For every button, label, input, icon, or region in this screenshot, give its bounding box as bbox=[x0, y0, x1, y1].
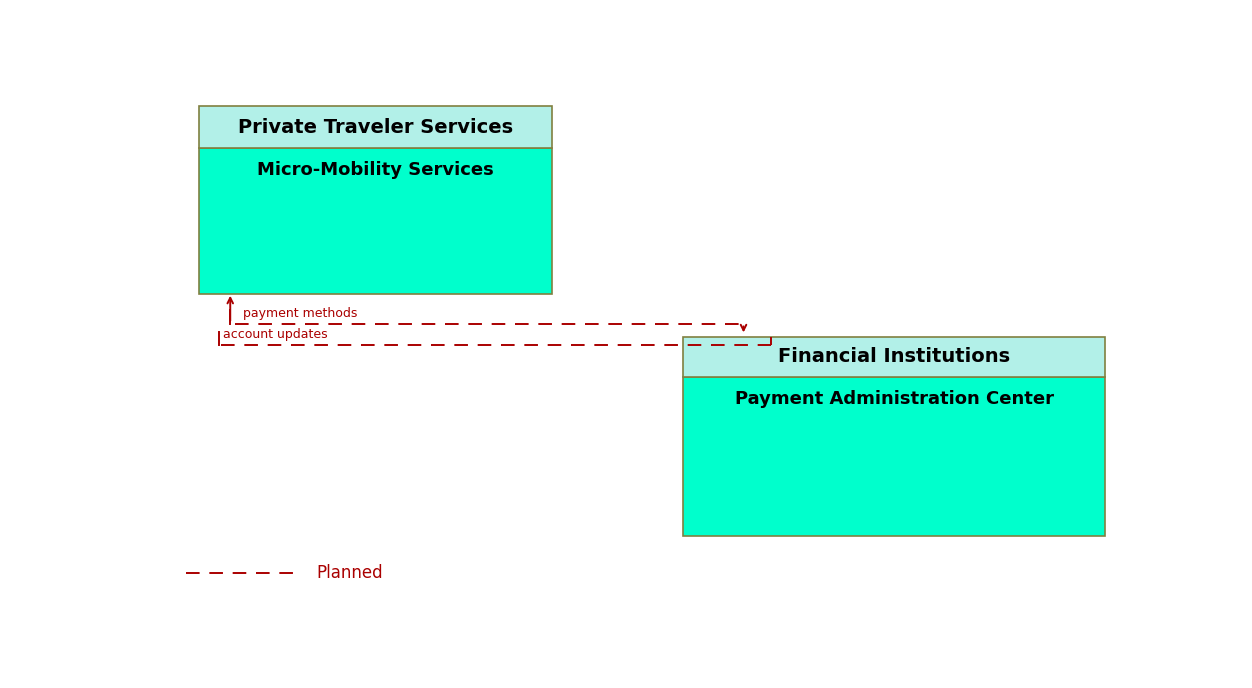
Text: Payment Administration Center: Payment Administration Center bbox=[735, 390, 1054, 408]
Text: payment methods: payment methods bbox=[243, 307, 357, 320]
Text: Financial Institutions: Financial Institutions bbox=[779, 347, 1010, 366]
Bar bbox=[684, 337, 1106, 376]
Text: account updates: account updates bbox=[223, 328, 328, 341]
Text: Private Traveler Services: Private Traveler Services bbox=[238, 118, 513, 137]
Text: Planned: Planned bbox=[317, 563, 383, 581]
Text: Micro-Mobility Services: Micro-Mobility Services bbox=[258, 161, 495, 179]
Bar bbox=[199, 148, 552, 294]
Bar bbox=[684, 376, 1106, 535]
Bar bbox=[199, 107, 552, 148]
